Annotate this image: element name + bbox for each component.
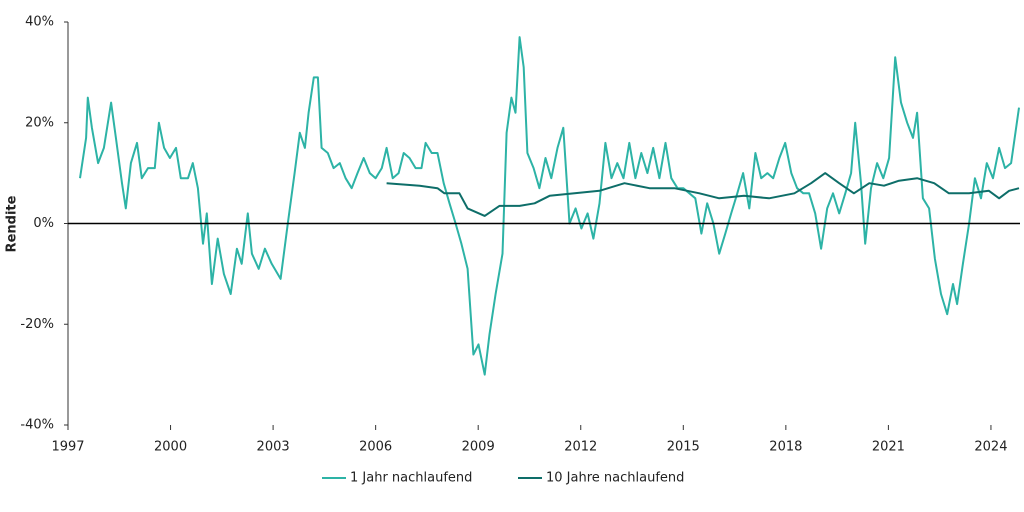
x-tick-label: 2021	[872, 440, 905, 455]
x-tick-label: 2012	[564, 440, 597, 455]
line-series	[79, 36, 1020, 376]
legend-label: 10 Jahre nachlaufend	[546, 471, 684, 486]
y-tick-label: -20%	[20, 317, 54, 332]
x-tick-label: 2024	[974, 440, 1007, 455]
x-tick-label: 1997	[51, 440, 84, 455]
line-series	[386, 172, 1020, 217]
x-tick-label: 2009	[462, 440, 495, 455]
x-tick-label: 2018	[769, 440, 802, 455]
legend-label: 1 Jahr nachlaufend	[350, 471, 472, 486]
y-tick-label: 20%	[25, 115, 54, 130]
y-tick-label: -40%	[20, 418, 54, 433]
x-tick-label: 2015	[667, 440, 700, 455]
y-axis-label: Rendite	[5, 195, 20, 252]
x-tick-label: 2006	[359, 440, 392, 455]
y-tick-label: 40%	[25, 15, 54, 30]
y-tick-label: 0%	[33, 216, 54, 231]
x-tick-label: 2003	[257, 440, 290, 455]
x-tick-label: 2000	[154, 440, 187, 455]
